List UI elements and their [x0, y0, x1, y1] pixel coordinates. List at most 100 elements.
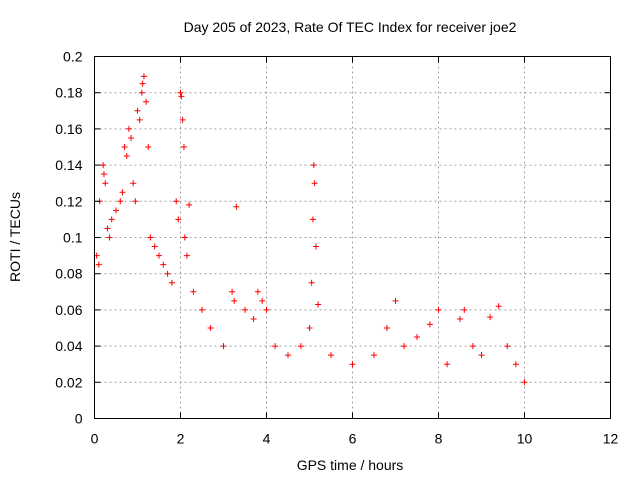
data-point [306, 325, 313, 331]
data-point [383, 325, 390, 331]
data-point [349, 361, 356, 368]
data-point [444, 361, 451, 368]
axis-ticks [94, 56, 611, 419]
x-tick-label: 12 [603, 431, 619, 447]
data-point [504, 343, 511, 350]
data-point [123, 153, 130, 160]
data-point [119, 189, 126, 196]
data-point [113, 207, 119, 214]
data-point [183, 252, 190, 259]
data-point [180, 144, 187, 150]
data-point [100, 162, 107, 169]
x-tick-label: 6 [349, 431, 357, 447]
data-point [95, 261, 102, 268]
data-point [426, 321, 433, 328]
x-tick-label: 2 [177, 431, 185, 447]
data-point [138, 89, 145, 96]
chart-title: Day 205 of 2023, Rate Of TEC Index for r… [184, 19, 517, 35]
data-point [311, 180, 318, 187]
data-point [231, 297, 238, 304]
data-point [140, 73, 147, 80]
data-point [117, 198, 124, 205]
data-point [156, 252, 162, 259]
x-tick-label: 10 [517, 431, 533, 447]
data-point [207, 325, 214, 331]
data-point [233, 203, 240, 210]
data-point [173, 198, 180, 205]
data-point [186, 201, 193, 208]
data-point [259, 297, 266, 304]
y-tick-label: 0 [75, 411, 83, 427]
data-point [401, 343, 408, 350]
data-point [177, 89, 184, 96]
data-point [371, 352, 377, 359]
data-point [312, 243, 319, 250]
y-tick-label: 0.16 [55, 121, 82, 137]
data-point [100, 171, 107, 178]
data-point [134, 107, 141, 114]
y-tick-label: 0.04 [55, 338, 82, 354]
y-tick-label: 0.1 [63, 230, 83, 246]
data-point [297, 343, 304, 350]
data-point [461, 306, 468, 313]
y-tick-label: 0.06 [55, 302, 82, 318]
data-point [272, 343, 279, 350]
data-point [145, 144, 152, 150]
data-point [435, 306, 442, 313]
x-tick-label: 4 [263, 431, 271, 447]
data-point [487, 314, 494, 321]
data-point [139, 80, 146, 87]
data-point [392, 297, 399, 304]
data-point [414, 334, 420, 341]
data-point [125, 125, 132, 132]
data-point [108, 216, 115, 223]
y-tick-label: 0.08 [55, 266, 82, 282]
data-point [179, 116, 186, 123]
data-point [178, 93, 185, 100]
y-tick-labels: 0 0.02 0.04 0.06 0.08 0.1 0.12 0.14 0.16 0.18 0.2 [55, 49, 82, 427]
data-point [128, 134, 135, 141]
y-tick-label: 0.14 [55, 157, 82, 173]
data-point [308, 279, 315, 286]
data-point [315, 301, 322, 308]
data-point [175, 216, 182, 223]
y-tick-label: 0.12 [55, 193, 82, 209]
data-point [181, 234, 188, 241]
data-point [512, 361, 519, 368]
data-point [199, 306, 205, 313]
data-point [132, 198, 139, 205]
data-point [143, 98, 150, 105]
data-point [254, 288, 261, 295]
data-point [521, 379, 528, 386]
x-tick-label: 8 [435, 431, 443, 447]
data-point [104, 225, 111, 232]
y-tick-label: 0.18 [55, 85, 82, 101]
data-point [136, 116, 143, 123]
data-point [478, 352, 485, 359]
data-point [130, 180, 137, 187]
data-point [328, 352, 334, 359]
data-point [263, 306, 270, 313]
y-tick-label: 0.02 [55, 374, 82, 390]
data-point [102, 180, 109, 187]
data-point [121, 144, 128, 150]
data-point [309, 216, 316, 223]
y-axis-title: ROTI / TECUs [7, 192, 23, 282]
x-tick-labels: 0 2 4 6 8 10 12 [91, 431, 619, 447]
data-point [457, 315, 463, 322]
data-point [151, 243, 158, 250]
x-tick-label: 0 [91, 431, 99, 447]
data-point [106, 234, 113, 241]
data-point [220, 343, 227, 350]
data-point [164, 270, 171, 277]
data-point [310, 162, 317, 169]
data-point [160, 261, 167, 268]
data-point [250, 315, 257, 322]
data-point [190, 288, 197, 295]
data-point [285, 352, 291, 359]
x-axis-title: GPS time / hours [297, 457, 404, 473]
data-point [229, 288, 236, 295]
plot-frame [94, 56, 611, 419]
data-point [147, 234, 154, 241]
